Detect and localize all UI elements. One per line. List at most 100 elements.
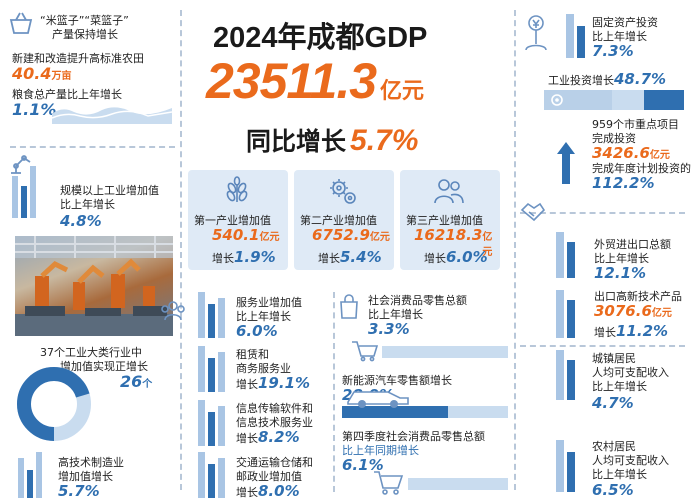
industry-unit: 亿元	[369, 232, 390, 243]
fixed-bar-1	[566, 14, 574, 58]
q4-value: 6.1%	[342, 456, 384, 474]
industry-growth-row: 增长 6.0%	[424, 248, 488, 266]
money-plant-icon	[525, 15, 547, 51]
service-bar	[208, 464, 215, 498]
gear-icon	[551, 94, 563, 106]
service-bar	[218, 352, 225, 392]
nev-progress-fill	[342, 406, 448, 418]
service-bar	[208, 358, 215, 392]
industry-growth: 1.9%	[234, 248, 276, 266]
projects-unit: 亿元	[649, 150, 670, 161]
service-bar	[218, 406, 225, 446]
cart-progress	[352, 341, 508, 362]
urban-bar-2	[567, 360, 575, 400]
hightech-bar-1	[18, 458, 24, 498]
nev-label: 新能源汽车零售额增长	[342, 374, 452, 387]
industry-bar-1	[12, 176, 18, 218]
industry-bar-3	[30, 166, 36, 218]
service-line2: 比上年增长	[236, 310, 291, 323]
growth-value: 5.7%	[350, 124, 419, 157]
industrial-inv-label: 工业投资增长	[548, 74, 614, 87]
projects-plan-label: 完成年度计划投资的	[592, 162, 691, 175]
grain-wave-icon	[52, 107, 172, 124]
projects-plan-value: 112.2%	[592, 174, 655, 192]
industrial-inv-row: 工业投资增长 48.7%	[548, 70, 666, 88]
basket-title-2: 产量保持增长	[52, 28, 118, 41]
urban-label-2: 人均可支配收入	[592, 366, 669, 379]
hitech-export-value-row: 3076.6 亿元	[594, 302, 672, 320]
service-bar	[208, 304, 215, 338]
growth-label: 同比增长	[246, 127, 347, 156]
sectors-label-2: 增加值实现正增长	[60, 360, 148, 373]
page-title: 2024年成都GDP	[213, 22, 428, 54]
industry-growth-label: 增长	[212, 252, 234, 265]
service-line3: 增长	[236, 432, 258, 445]
divider-h2	[520, 212, 685, 214]
industry-value-row: 16218.3 亿元	[414, 226, 500, 258]
service-line3: 增长	[236, 378, 258, 391]
service-bar	[198, 346, 205, 392]
retail-value: 3.3%	[368, 320, 410, 338]
people-group-icon	[161, 301, 185, 321]
rural-label-1: 农村居民	[592, 440, 636, 453]
divider-right	[514, 10, 516, 490]
service-bar	[198, 452, 205, 498]
gdp-value: 23511.3	[206, 53, 377, 109]
service-line2: 信息技术服务业	[236, 416, 313, 429]
farmland-label: 新建和改造提升高标准农田	[12, 52, 144, 65]
hitech-export-value: 3076.6	[594, 302, 652, 320]
industrial-inv-tail	[644, 90, 684, 110]
retail-label-2: 比上年增长	[368, 308, 423, 321]
gdp-block: 23511.3 亿元	[206, 52, 424, 110]
industry-growth: 5.4%	[340, 248, 382, 266]
farmland-value: 40.4	[12, 64, 52, 83]
retail-label-1: 社会消费品零售总额	[368, 294, 467, 307]
sectors-value-row: 26 个	[120, 372, 152, 391]
industry-value: 16218.3	[414, 226, 483, 244]
fixed-label-2: 比上年增长	[592, 30, 647, 43]
grain-label: 粮食总产量比上年增长	[12, 88, 122, 101]
trade-bar-2	[567, 242, 575, 278]
hitech-export-growth-row: 增长 11.2%	[594, 322, 668, 340]
industry-unit: 亿元	[482, 232, 493, 258]
industry-value: 4.8%	[60, 212, 102, 230]
trade-bar-1	[556, 232, 564, 278]
trade-label-1: 外贸进出口总额	[594, 238, 671, 251]
industry-card-secondary: 第二产业增加值 6752.9 亿元 增长 5.4%	[294, 170, 394, 270]
fixed-label-1: 固定资产投资	[592, 16, 658, 29]
service-bar	[208, 412, 215, 446]
rural-bar-2	[567, 452, 575, 492]
sectors-value: 26	[120, 372, 143, 391]
industry-growth-label: 增长	[424, 252, 446, 265]
shopping-bag-icon	[340, 294, 358, 319]
rural-label-3: 比上年增长	[592, 468, 647, 481]
industry-growth-row: 增长 1.9%	[212, 248, 276, 266]
urban-bar-1	[556, 350, 564, 400]
fixed-bar-2	[577, 26, 585, 58]
sectors-ring	[17, 367, 91, 441]
sectors-ring-fill	[17, 367, 91, 441]
basket-icon	[9, 12, 33, 34]
industry-growth-row: 增长 5.4%	[318, 248, 382, 266]
q4-label: 第四季度社会消费品零售总额	[342, 430, 485, 443]
urban-label-3: 比上年增长	[592, 380, 647, 393]
service-value: 19.1%	[258, 374, 311, 392]
factory-photo	[15, 236, 173, 336]
hightech-label-1: 高技术制造业	[58, 456, 124, 469]
industry-value-row: 6752.9 亿元	[312, 226, 390, 244]
hitech-export-unit: 亿元	[651, 308, 672, 319]
trade-label-2: 比上年增长	[594, 252, 649, 265]
industry-growth: 6.0%	[446, 248, 488, 266]
hitech-export-growth: 11.2%	[616, 322, 669, 340]
car-icon	[347, 391, 409, 408]
service-value-row: 增长 8.2%	[236, 428, 300, 446]
industry-growth-label: 增长	[318, 252, 340, 265]
robot-line-image	[15, 236, 173, 336]
industry-bar-2	[21, 186, 27, 218]
wheat-icon	[226, 176, 248, 202]
service-value: 8.2%	[258, 428, 300, 446]
sectors-unit: 个	[142, 379, 153, 390]
grain-value: 1.1%	[12, 100, 57, 119]
hightech-label-2: 增加值增长	[58, 470, 113, 483]
export-bar-1	[556, 290, 564, 338]
